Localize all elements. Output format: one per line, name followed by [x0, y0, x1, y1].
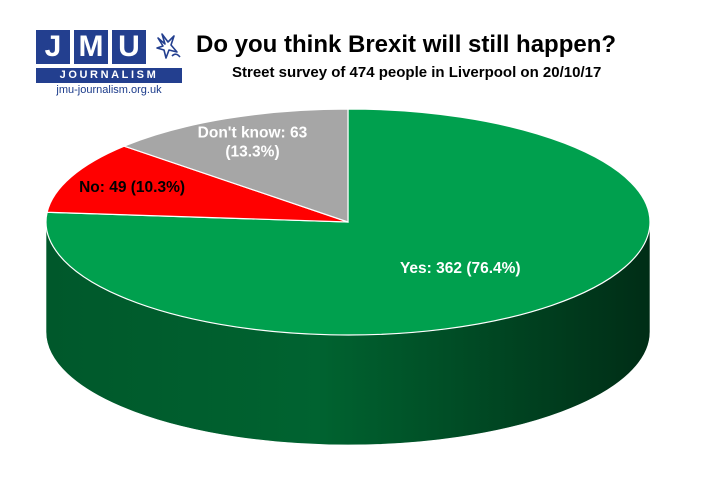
- data-label-don-t-know: Don't know: 63 (13.3%): [198, 124, 308, 160]
- chart-title: Do you think Brexit will still happen?: [196, 31, 617, 58]
- data-label-no: No: 49 (10.3%): [79, 179, 185, 196]
- logo-url: jmu-journalism.org.uk: [56, 84, 162, 96]
- logo-journalism: JOURNALISM: [36, 68, 182, 83]
- chart-subtitle: Street survey of 474 people in Liverpool…: [232, 64, 602, 81]
- logo-letter-j: J: [36, 30, 70, 64]
- pie-slice-no: [46, 145, 349, 223]
- jmu-logo: J M U JOURNALISM jmu-journalism.org.uk: [36, 30, 184, 98]
- liver-bird-icon: [150, 30, 184, 64]
- pie-slice-don-t-know: [122, 108, 349, 223]
- logo-letter-u: U: [112, 30, 146, 64]
- logo-letter-m: M: [74, 30, 108, 64]
- data-label-yes: Yes: 362 (76.4%): [400, 260, 521, 277]
